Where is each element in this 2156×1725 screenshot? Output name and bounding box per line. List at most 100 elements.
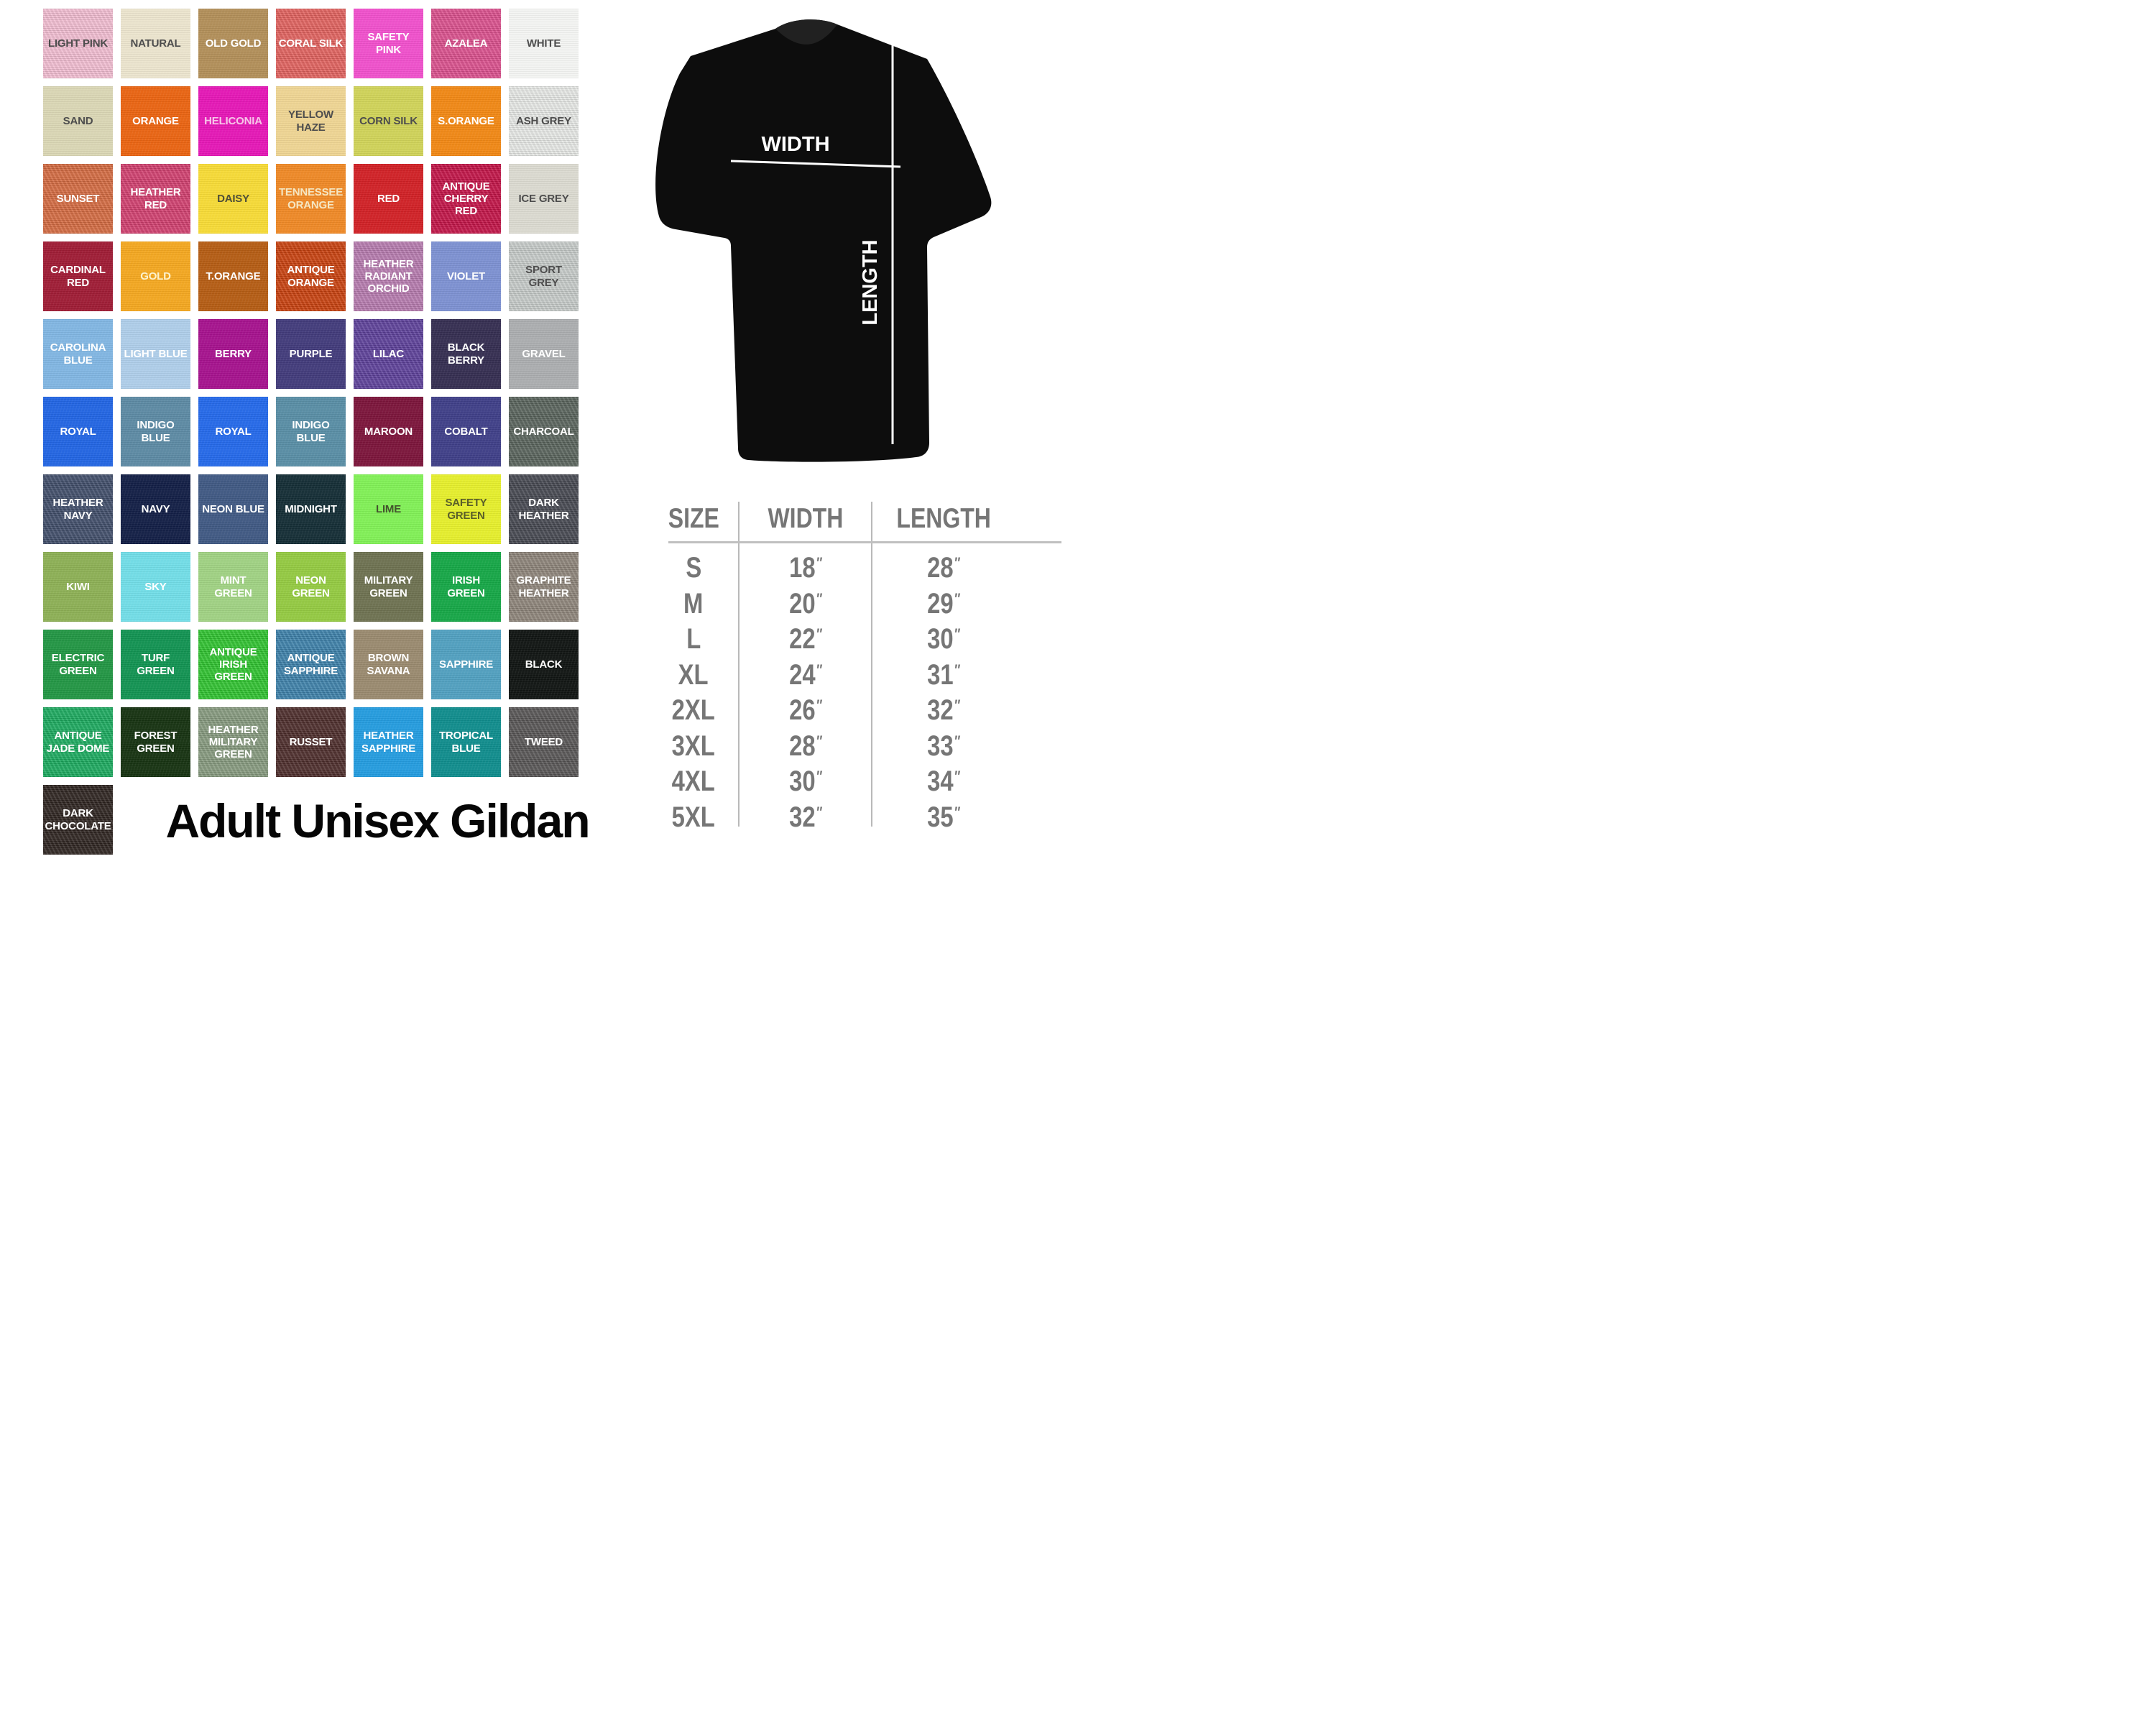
size-row-3xl: 3XL 28″ 33″ [647,729,1071,765]
swatch-old-gold: OLD GOLD [198,9,268,78]
swatch-label: FOREST GREEN [134,730,178,755]
swatch-sand: SAND [43,86,113,156]
swatch-label: CHARCOAL [513,425,574,438]
size-row-5xl: 5XL 32″ 35″ [647,800,1071,836]
swatch-gravel: GRAVEL [509,319,579,389]
swatch-kiwi: KIWI [43,552,113,622]
swatch-s-orange: S.ORANGE [431,86,501,156]
swatch-antique-jade-dome: ANTIQUE JADE DOME [43,707,113,777]
size-row-m: M 20″ 29″ [647,586,1071,622]
swatch-label: HEATHER NAVY [52,497,103,522]
swatch-label: CORAL SILK [278,37,344,50]
swatch-sapphire: SAPPHIRE [431,630,501,699]
swatch-label: MINT GREEN [214,574,252,599]
swatch-tweed: TWEED [509,707,579,777]
swatch-label: SKY [144,580,167,593]
size-cell: XL [678,658,709,691]
swatch-label: LILAC [372,347,405,360]
tshirt-figure: WIDTH LENGTH [632,13,1021,480]
swatch-label: SAND [63,114,93,127]
size-cell: 4XL [671,765,716,798]
swatch-label: MAROON [364,425,413,438]
size-table-body: S 18″ 28″ M 20″ 29″ L 22″ 30″ XL 24″ 31″ 2XL 26″ 32″ 3X… [647,541,1071,835]
header-width: WIDTH [768,502,844,534]
swatch-label: ROYAL [60,425,96,438]
width-cell: 22″ [788,623,823,656]
width-label: WIDTH [761,133,829,156]
swatch-mint-green: MINT GREEN [198,552,268,622]
swatch-orange: ORANGE [121,86,190,156]
swatch-berry: BERRY [198,319,268,389]
inch-mark: ″ [954,555,961,572]
width-cell: 32″ [788,801,823,833]
swatch-label: GRAVEL [522,347,566,360]
swatch-antique-irish-green: ANTIQUE IRISH GREEN [198,630,268,699]
size-chart-table: SIZE WIDTH LENGTH S 18″ 28″ M 20″ 29″ L 22″ 30″ X… [647,496,1071,841]
size-row-l: L 22″ 30″ [647,622,1071,658]
swatch-label: ROYAL [215,425,252,438]
inch-mark: ″ [954,697,961,714]
width-measure-line [730,160,901,168]
table-column-divider-2 [871,502,872,827]
swatch-label: SAFETY PINK [367,31,410,56]
width-cell: 24″ [788,658,823,691]
swatch-label: NAVY [141,502,170,515]
swatch-label: TENNESSEE ORANGE [278,186,344,211]
swatch-light-pink: LIGHT PINK [43,9,113,78]
inch-mark: ″ [954,590,961,607]
swatch-label: INDIGO BLUE [292,419,330,444]
inch-mark: ″ [816,590,823,607]
swatch-label: ANTIQUE ORANGE [287,264,335,289]
swatch-heather-navy: HEATHER NAVY [43,474,113,544]
swatch-heather-military-green: HEATHER MILITARY GREEN [198,707,268,777]
swatch-indigo-blue: INDIGO BLUE [276,397,346,466]
swatch-label: PURPLE [289,347,333,360]
swatch-red: RED [354,164,423,234]
swatch-label: SAFETY GREEN [445,497,487,522]
swatch-azalea: AZALEA [431,9,501,78]
swatch-brown-savana: BROWN SAVANA [354,630,423,699]
size-row-xl: XL 24″ 31″ [647,658,1071,694]
size-row-2xl: 2XL 26″ 32″ [647,693,1071,729]
swatch-label: WHITE [526,37,561,50]
page-root: LIGHT PINK NATURAL OLD GOLD CORAL SILK SAFET… [0,0,1078,862]
swatch-label: TURF GREEN [137,652,175,677]
size-cell: L [686,623,701,656]
swatch-label: HEATHER MILITARY GREEN [208,723,259,761]
swatch-label: ANTIQUE IRISH GREEN [209,645,257,684]
swatch-label: ICE GREY [518,192,569,205]
swatch-label: VIOLET [447,270,485,282]
inch-mark: ″ [954,661,961,678]
tshirt-svg: WIDTH LENGTH [655,19,992,462]
swatch-dark-heather: DARK HEATHER [509,474,579,544]
swatch-corn-silk: CORN SILK [354,86,423,156]
width-cell: 28″ [788,730,823,762]
swatch-label: MIDNIGHT [285,502,337,515]
length-cell: 35″ [926,801,961,833]
swatch-light-blue: LIGHT BLUE [121,319,190,389]
swatch-label: TROPICAL BLUE [438,730,494,755]
swatch-label: NATURAL [130,37,181,50]
length-cell: 34″ [926,765,961,798]
swatch-label: BLACK BERRY [447,341,485,367]
swatch-label: BERRY [215,347,252,360]
color-swatch-grid: LIGHT PINK NATURAL OLD GOLD CORAL SILK SAFET… [43,9,579,855]
swatch-tropical-blue: TROPICAL BLUE [431,707,501,777]
swatch-violet: VIOLET [431,242,501,311]
swatch-label: HELICONIA [204,114,262,127]
swatch-purple: PURPLE [276,319,346,389]
inch-mark: ″ [816,661,823,678]
swatch-military-green: MILITARY GREEN [354,552,423,622]
swatch-forest-green: FOREST GREEN [121,707,190,777]
swatch-label: CARDINAL RED [50,264,106,289]
size-cell: 5XL [671,801,716,833]
swatch-label: MILITARY GREEN [364,574,413,599]
swatch-label: BROWN SAVANA [367,652,410,677]
swatch-label: INDIGO BLUE [137,419,175,444]
swatch-label: LIGHT PINK [48,37,108,50]
swatch-label: SAPPHIRE [438,658,494,671]
inch-mark: ″ [954,804,961,821]
swatch-label: GRAPHITE HEATHER [516,574,571,599]
swatch-lime: LIME [354,474,423,544]
table-column-divider-1 [738,502,740,827]
